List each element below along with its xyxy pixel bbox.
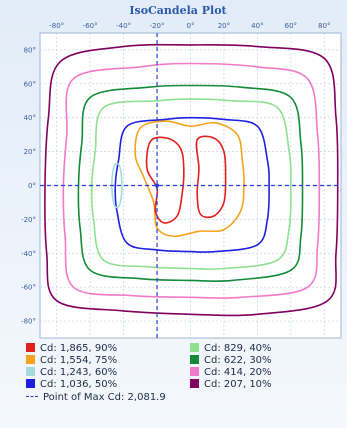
legend-item-max-cd: Point of Max Cd: 2,081.9 xyxy=(26,392,166,404)
x-tick-label: 60° xyxy=(285,22,297,30)
contour-line xyxy=(77,84,304,283)
y-tick-label: -40° xyxy=(21,250,36,258)
x-axis-ticks: -80° -60° -40° -20° 0° 20° 40° 60° 80° xyxy=(49,22,330,30)
y-tick-label: -60° xyxy=(21,284,36,292)
x-tick-label: 80° xyxy=(318,22,330,30)
legend-item: Cd: 1,865, 90% xyxy=(26,343,117,355)
x-tick-label: 20° xyxy=(218,22,230,30)
x-tick-label: -40° xyxy=(116,22,131,30)
legend-label: Cd: 1,243, 60% xyxy=(40,367,118,378)
legend: Cd: 1,865, 90% Cd: 829, 40% Cd: 1,554, 75%… xyxy=(26,343,336,425)
legend-swatch xyxy=(26,355,35,364)
legend-item: Cd: 829, 40% xyxy=(190,343,272,355)
max-cd-point xyxy=(155,183,160,188)
legend-item: Cd: 622, 30% xyxy=(190,355,272,367)
max-cd-line-swatch xyxy=(26,396,38,397)
contour-lines xyxy=(44,43,339,317)
y-tick-label: 40° xyxy=(24,114,36,122)
legend-label: Cd: 622, 30% xyxy=(204,355,272,366)
chart-title: IsoCandela Plot xyxy=(129,4,227,17)
max-cd-label: Point of Max Cd: 2,081.9 xyxy=(43,392,166,403)
y-tick-label: 0° xyxy=(28,182,36,190)
legend-swatch xyxy=(190,367,199,376)
legend-label: Cd: 414, 20% xyxy=(204,367,272,378)
legend-label: Cd: 207, 10% xyxy=(204,379,272,390)
contour-line xyxy=(111,162,123,209)
legend-item: Cd: 1,036, 50% xyxy=(26,379,117,391)
contour-line xyxy=(90,98,292,270)
legend-swatch xyxy=(190,355,199,364)
legend-item: Cd: 207, 10% xyxy=(190,379,272,391)
x-tick-label: 0° xyxy=(187,22,195,30)
legend-swatch xyxy=(190,379,199,388)
x-tick-label: 40° xyxy=(251,22,263,30)
y-tick-label: -80° xyxy=(21,318,36,326)
contour-line xyxy=(195,135,227,219)
legend-label: Cd: 1,554, 75% xyxy=(40,355,118,366)
legend-item: Cd: 1,243, 60% xyxy=(26,367,117,379)
y-tick-label: 20° xyxy=(24,148,36,156)
legend-label: Cd: 1,036, 50% xyxy=(40,379,118,390)
y-tick-label: 80° xyxy=(24,46,36,54)
contour-line xyxy=(134,120,245,238)
max-cd-axes xyxy=(40,33,341,338)
legend-swatch xyxy=(26,379,35,388)
y-tick-label: -20° xyxy=(21,216,36,224)
x-tick-label: -60° xyxy=(83,22,98,30)
x-tick-label: -20° xyxy=(150,22,165,30)
legend-swatch xyxy=(190,343,199,352)
legend-label: Cd: 829, 40% xyxy=(204,343,272,354)
contour-line xyxy=(44,43,339,317)
y-axis-ticks: 80° 60° 40° 20° 0° -20° -40° -60° -80° xyxy=(21,46,36,325)
legend-swatch xyxy=(26,343,35,352)
contour-line xyxy=(62,62,321,299)
contour-line xyxy=(114,116,270,253)
legend-item: Cd: 1,554, 75% xyxy=(26,355,117,367)
x-tick-label: -80° xyxy=(49,22,64,30)
contour-line xyxy=(145,136,185,224)
legend-label: Cd: 1,865, 90% xyxy=(40,343,118,354)
y-tick-label: 60° xyxy=(24,80,36,88)
legend-swatch xyxy=(26,367,35,376)
legend-item: Cd: 414, 20% xyxy=(190,367,272,379)
